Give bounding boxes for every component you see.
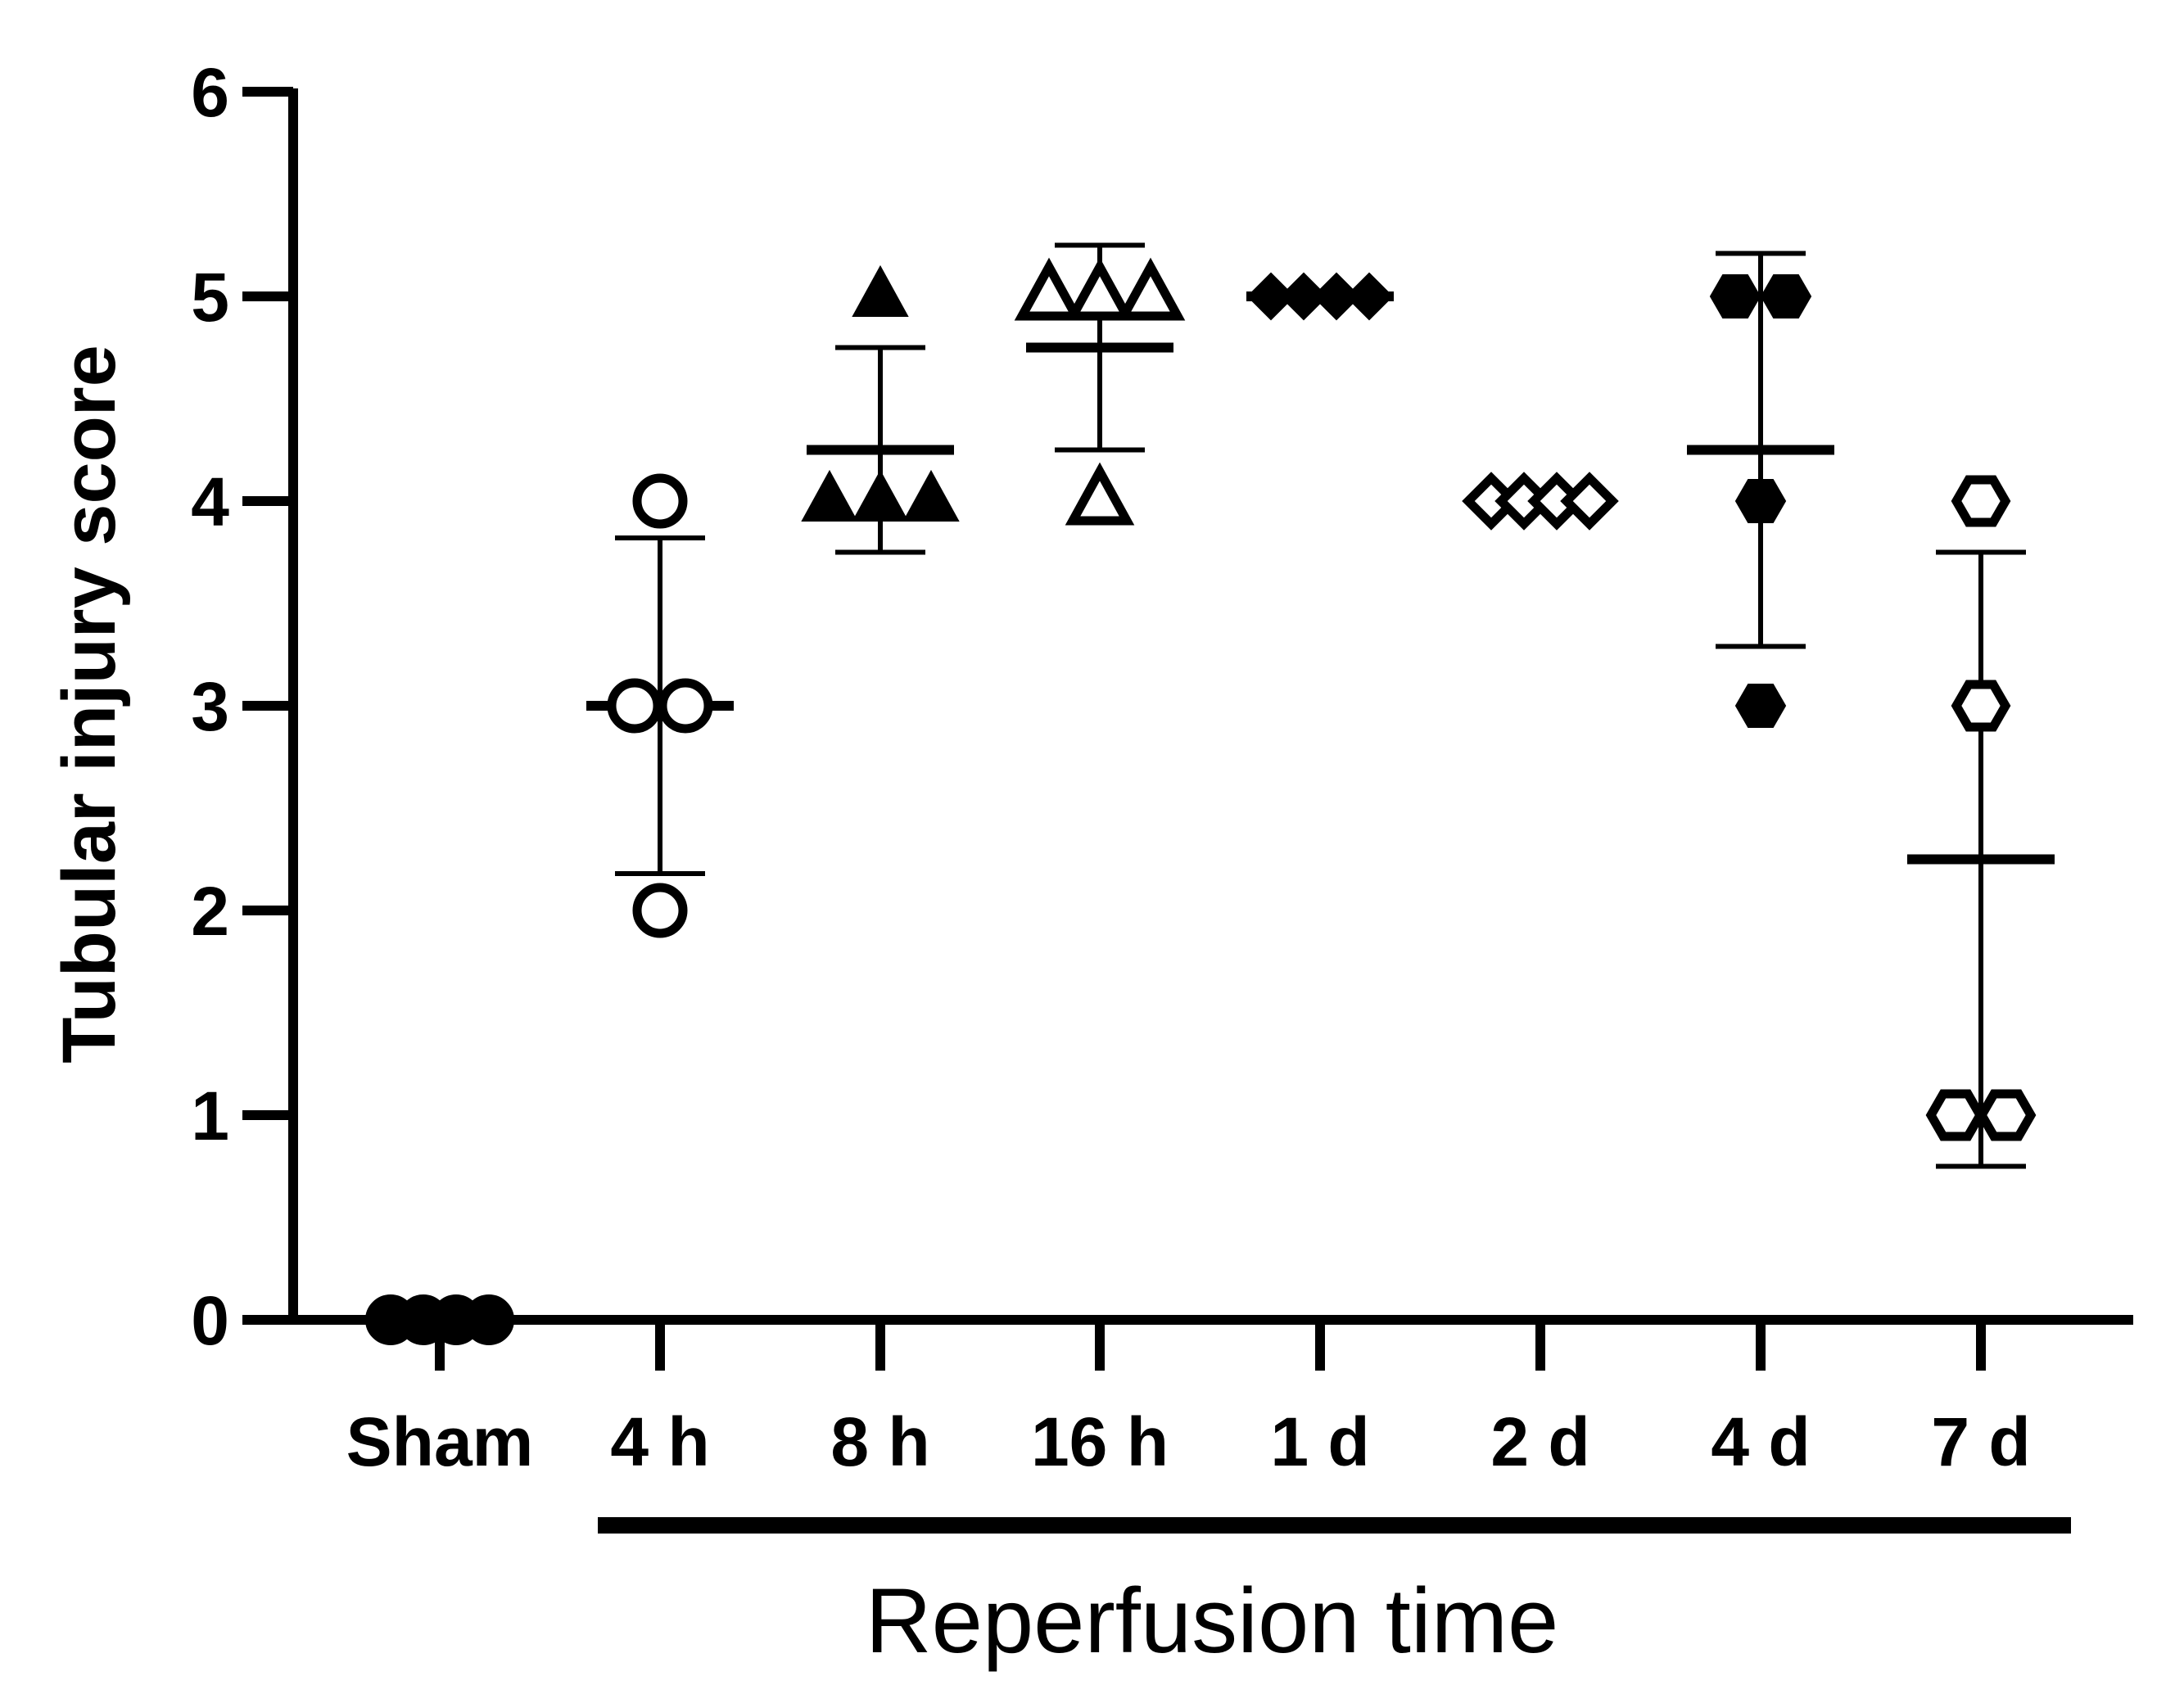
data-point — [902, 469, 960, 522]
group-4-d — [1687, 251, 1834, 728]
data-point — [1014, 257, 1084, 321]
y-axis-label: Tubular injury score — [47, 345, 131, 1064]
data-point — [1065, 462, 1135, 526]
data-point — [1951, 475, 2011, 527]
y-tick-label: 0 — [191, 1282, 229, 1359]
x-tick-label: 2 d — [1490, 1403, 1589, 1480]
data-point — [801, 469, 858, 522]
group-1-d — [1246, 272, 1394, 321]
data-point — [1279, 272, 1328, 321]
x-tick-label: 7 d — [1931, 1403, 2030, 1480]
data-point — [1312, 272, 1361, 321]
data-point — [1345, 272, 1394, 321]
data-point — [1709, 274, 1761, 318]
data-point — [1560, 472, 1619, 531]
x-tick-label: 4 h — [610, 1403, 709, 1480]
group-7-d — [1907, 475, 2055, 1169]
x-tick-label: 4 d — [1711, 1403, 1810, 1480]
group-8-h — [801, 264, 960, 555]
x-tick-label: 16 h — [1031, 1403, 1169, 1480]
data-point — [632, 883, 688, 938]
y-tick-label: 4 — [191, 463, 229, 540]
data-point — [1951, 680, 2011, 732]
group-16-h — [1014, 242, 1186, 526]
data-point — [1760, 274, 1812, 318]
data-point — [1976, 1089, 2037, 1141]
group-4-h — [586, 473, 734, 938]
x-axis-label: Reperfusion time — [866, 1570, 1559, 1672]
data-point — [1925, 1089, 1986, 1141]
x-tick-label: 8 h — [830, 1403, 929, 1480]
data-point — [1734, 479, 1787, 523]
data-point — [607, 678, 662, 734]
data-point — [1734, 684, 1787, 728]
y-tick-label: 1 — [191, 1077, 229, 1154]
data-point — [852, 264, 909, 317]
y-tick-label: 5 — [191, 259, 229, 336]
data-point — [658, 678, 713, 734]
group-sham — [365, 1294, 514, 1345]
data-point — [632, 473, 688, 529]
x-tick-label: 1 d — [1270, 1403, 1369, 1480]
y-tick-label: 6 — [191, 54, 229, 131]
marks — [365, 242, 2055, 1345]
data-point — [1246, 272, 1295, 321]
y-tick-label: 3 — [191, 668, 229, 745]
group-2-d — [1462, 472, 1619, 531]
data-point — [1115, 257, 1186, 321]
y-tick-label: 2 — [191, 873, 229, 950]
data-point — [463, 1294, 514, 1345]
data-point — [1065, 257, 1135, 321]
x-tick-label: Sham — [346, 1403, 534, 1480]
data-point — [852, 469, 909, 522]
axes: 0 1 2 3 4 5 6 Sham 4 h 8 h 16 h 1 d 2 d 4 d 7 d — [191, 54, 2133, 1534]
